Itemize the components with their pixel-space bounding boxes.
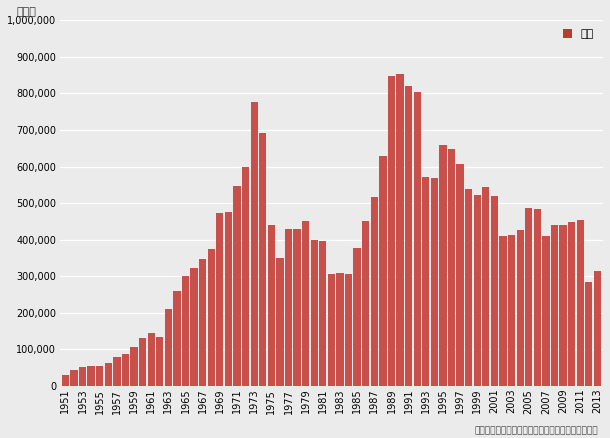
Bar [105, 363, 112, 386]
Bar [173, 291, 181, 386]
Bar [585, 282, 592, 386]
Bar [319, 241, 326, 386]
Bar [293, 229, 301, 386]
Bar [310, 240, 318, 386]
Bar [414, 92, 421, 386]
Bar [276, 258, 284, 386]
Bar [62, 374, 69, 386]
Bar [559, 226, 567, 386]
Bar [302, 221, 309, 386]
Text: （国土交通省「建築着工統計調査報告」より作成）: （国土交通省「建築着工統計調査報告」より作成） [474, 427, 598, 436]
Bar [70, 370, 77, 386]
Bar [165, 309, 172, 386]
Bar [199, 259, 206, 386]
Bar [336, 273, 343, 386]
Bar [113, 357, 121, 386]
Bar [405, 86, 412, 386]
Bar [542, 237, 550, 386]
Bar [525, 208, 533, 386]
Bar [122, 354, 129, 386]
Bar [251, 102, 258, 386]
Bar [473, 195, 481, 386]
Bar [268, 225, 275, 386]
Bar [500, 236, 507, 386]
Bar [534, 208, 541, 386]
Bar [259, 133, 267, 386]
Bar [396, 74, 404, 386]
Bar [79, 367, 86, 386]
Bar [448, 149, 455, 386]
Bar [388, 76, 395, 386]
Bar [182, 276, 189, 386]
Bar [551, 225, 558, 386]
Bar [594, 271, 601, 386]
Text: （戸）: （戸） [17, 7, 37, 17]
Bar [234, 186, 241, 386]
Bar [156, 337, 163, 386]
Bar [465, 189, 472, 386]
Bar [456, 164, 464, 386]
Bar [148, 333, 155, 386]
Bar [131, 346, 138, 386]
Bar [216, 213, 223, 386]
Bar [242, 167, 249, 386]
Bar [576, 220, 584, 386]
Bar [491, 196, 498, 386]
Bar [353, 248, 361, 386]
Bar [285, 230, 292, 386]
Bar [139, 339, 146, 386]
Bar [224, 212, 232, 386]
Bar [517, 230, 524, 386]
Bar [207, 249, 215, 386]
Legend: 戸数: 戸数 [559, 26, 597, 42]
Bar [87, 366, 95, 386]
Bar [190, 268, 198, 386]
Bar [362, 221, 370, 386]
Bar [96, 366, 103, 386]
Bar [379, 155, 387, 386]
Bar [482, 187, 489, 386]
Bar [439, 145, 447, 386]
Bar [345, 275, 352, 386]
Bar [431, 178, 438, 386]
Bar [422, 177, 429, 386]
Bar [328, 274, 335, 386]
Bar [371, 197, 378, 386]
Bar [568, 222, 575, 386]
Bar [508, 235, 515, 386]
